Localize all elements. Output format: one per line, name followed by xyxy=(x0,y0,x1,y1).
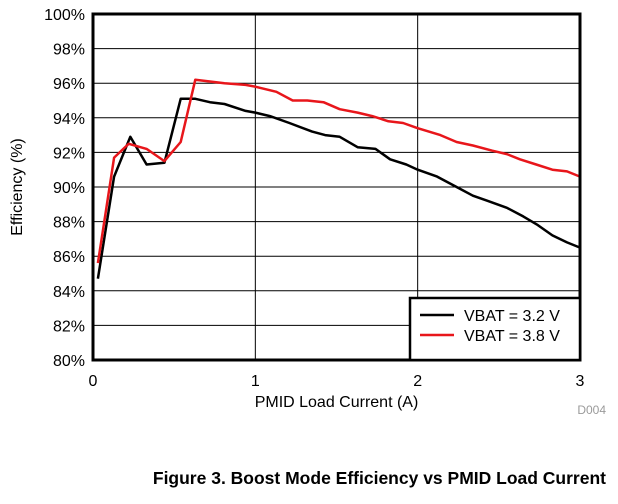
y-tick-label: 98% xyxy=(53,42,85,59)
y-tick-labels: 80% 82% 84% 86% 88% 90% 92% 94% 96% 98% 100% xyxy=(44,7,85,370)
y-tick-label: 96% xyxy=(53,76,85,93)
y-tick-label: 92% xyxy=(53,145,85,162)
figure-caption: Figure 3. Boost Mode Efficiency vs PMID … xyxy=(152,468,606,488)
y-tick-label: 80% xyxy=(53,353,85,370)
legend-label: VBAT = 3.8 V xyxy=(464,328,560,345)
series-line-2 xyxy=(96,78,581,264)
y-tick-label: 94% xyxy=(53,111,85,128)
x-tick-label: 3 xyxy=(576,373,585,390)
y-tick-label: 84% xyxy=(53,284,85,301)
y-tick-label: 88% xyxy=(53,215,85,232)
legend-label: VBAT = 3.2 V xyxy=(464,308,560,325)
legend: VBAT = 3.2 V VBAT = 3.8 V xyxy=(408,296,582,362)
y-tick-label: 90% xyxy=(53,180,85,197)
figure-code: D004 xyxy=(577,403,606,417)
plot-frame xyxy=(91,12,582,362)
y-tick-label: 100% xyxy=(44,7,85,24)
y-tick-label: 82% xyxy=(53,318,85,335)
x-tick-label: 2 xyxy=(413,373,422,390)
x-tick-label: 0 xyxy=(89,373,98,390)
y-axis-label: Efficiency (%) xyxy=(9,138,26,236)
series-lines xyxy=(96,78,581,279)
x-axis-label: PMID Load Current (A) xyxy=(255,394,419,411)
series-line-1 xyxy=(96,97,581,279)
y-tick-label: 86% xyxy=(53,249,85,266)
x-tick-label: 1 xyxy=(251,373,260,390)
legend-box xyxy=(408,296,582,362)
x-tick-labels: 0 1 2 3 xyxy=(89,373,585,390)
